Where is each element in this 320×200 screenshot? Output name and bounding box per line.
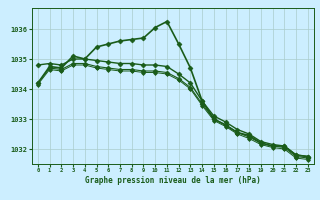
X-axis label: Graphe pression niveau de la mer (hPa): Graphe pression niveau de la mer (hPa) xyxy=(85,176,261,185)
